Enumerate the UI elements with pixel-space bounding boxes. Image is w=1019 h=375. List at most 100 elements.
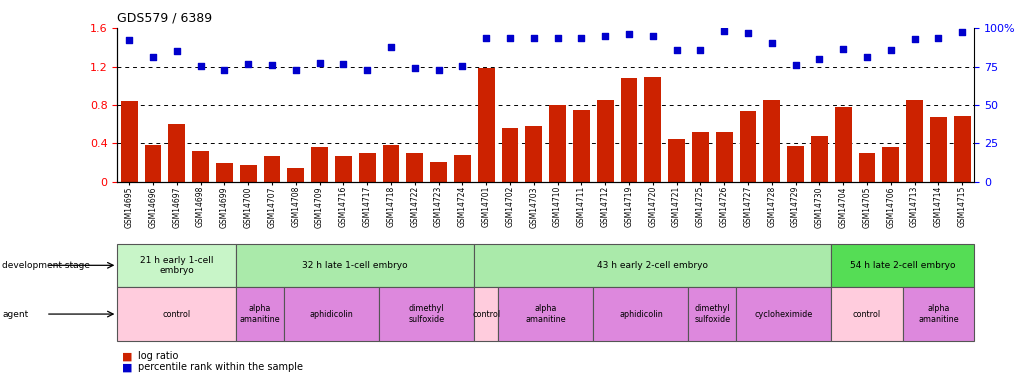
Text: development stage: development stage — [2, 261, 90, 270]
Bar — [474, 244, 830, 287]
Point — [287, 68, 304, 74]
Point — [881, 47, 898, 53]
Point — [407, 66, 423, 72]
Bar — [830, 244, 973, 287]
Bar — [830, 287, 902, 341]
Text: ■: ■ — [122, 363, 132, 372]
Bar — [834, 107, 851, 182]
Bar — [787, 146, 803, 182]
Text: 43 h early 2-cell embryo: 43 h early 2-cell embryo — [597, 261, 707, 270]
Bar — [715, 132, 732, 182]
Point — [929, 35, 946, 41]
Bar — [573, 110, 589, 182]
Bar — [691, 132, 708, 182]
Text: agent: agent — [2, 309, 29, 318]
Bar — [263, 156, 280, 182]
Bar — [121, 101, 138, 182]
Point — [692, 47, 708, 53]
Bar — [501, 128, 518, 182]
Text: aphidicolin: aphidicolin — [619, 309, 662, 318]
Bar — [236, 287, 283, 341]
Bar — [810, 136, 826, 182]
Bar — [736, 287, 830, 341]
Bar — [620, 78, 637, 182]
Bar — [287, 168, 304, 182]
Bar — [430, 162, 446, 182]
Point — [573, 35, 589, 41]
Bar — [739, 111, 755, 182]
Point — [359, 68, 375, 74]
Point — [311, 60, 327, 66]
Bar — [593, 287, 688, 341]
Text: control: control — [852, 309, 880, 318]
Point — [239, 61, 256, 67]
Point — [145, 54, 161, 60]
Bar — [525, 126, 541, 182]
Bar — [688, 287, 736, 341]
Text: ■: ■ — [122, 351, 132, 361]
Text: 21 h early 1-cell
embryо: 21 h early 1-cell embryо — [140, 256, 213, 275]
Bar — [406, 153, 423, 182]
Bar — [497, 287, 593, 341]
Point — [906, 36, 922, 42]
Point — [549, 35, 566, 41]
Text: cycloheximide: cycloheximide — [754, 309, 812, 318]
Bar — [239, 165, 257, 182]
Point — [501, 35, 518, 41]
Bar — [881, 147, 899, 182]
Text: alpha
amanitine: alpha amanitine — [917, 304, 958, 324]
Bar — [929, 117, 946, 182]
Text: control: control — [472, 309, 499, 318]
Point — [835, 46, 851, 52]
Bar — [905, 100, 922, 182]
Text: control: control — [163, 309, 191, 318]
Point — [193, 63, 209, 69]
Point — [382, 44, 398, 50]
Point — [621, 31, 637, 37]
Bar — [359, 153, 375, 182]
Text: percentile rank within the sample: percentile rank within the sample — [138, 363, 303, 372]
Bar — [453, 155, 471, 182]
Bar — [548, 105, 566, 182]
Point — [858, 54, 874, 60]
Point — [644, 33, 660, 39]
Bar — [474, 287, 497, 341]
Text: aphidicolin: aphidicolin — [310, 309, 353, 318]
Point — [478, 35, 494, 41]
Bar — [311, 147, 328, 182]
Bar — [193, 151, 209, 182]
Text: alpha
amanitine: alpha amanitine — [525, 304, 566, 324]
Bar — [145, 146, 161, 182]
Bar — [117, 244, 236, 287]
Point — [953, 29, 969, 35]
Bar — [236, 244, 474, 287]
Text: GDS579 / 6389: GDS579 / 6389 — [117, 11, 212, 24]
Point — [667, 47, 684, 53]
Point — [453, 63, 470, 69]
Point — [335, 61, 352, 67]
Bar — [168, 124, 185, 182]
Bar — [644, 77, 660, 182]
Bar — [216, 163, 232, 182]
Bar — [382, 146, 399, 182]
Text: dimethyl
sulfoxide: dimethyl sulfoxide — [409, 304, 444, 324]
Text: 32 h late 1-cell embryo: 32 h late 1-cell embryo — [303, 261, 408, 270]
Text: dimethyl
sulfoxide: dimethyl sulfoxide — [694, 304, 730, 324]
Point — [264, 62, 280, 68]
Point — [787, 62, 803, 68]
Point — [596, 33, 612, 39]
Point — [216, 68, 232, 74]
Bar — [379, 287, 474, 341]
Point — [121, 37, 138, 43]
Text: 54 h late 2-cell embryo: 54 h late 2-cell embryo — [849, 261, 955, 270]
Point — [763, 39, 780, 45]
Bar — [596, 100, 612, 182]
Point — [715, 28, 732, 34]
Bar — [283, 287, 379, 341]
Point — [168, 48, 184, 54]
Point — [810, 56, 826, 62]
Bar — [477, 69, 494, 182]
Bar — [902, 287, 973, 341]
Bar — [117, 287, 236, 341]
Bar — [953, 116, 969, 182]
